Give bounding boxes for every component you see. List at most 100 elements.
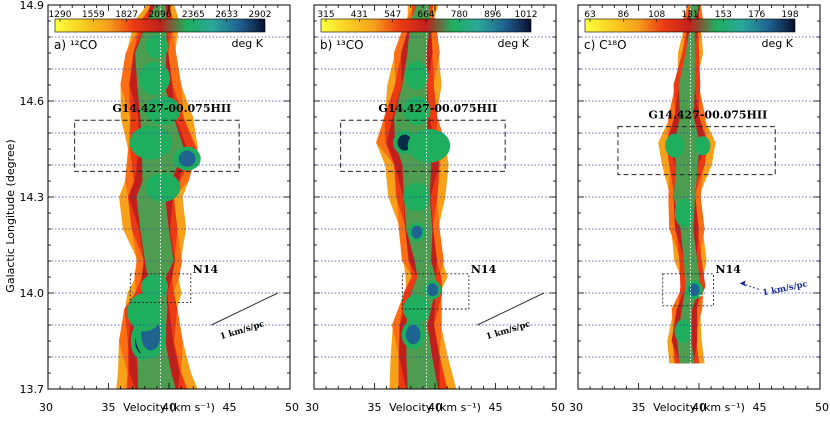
slope-label: 1 km/s/pc <box>762 279 809 298</box>
emission-contour-level <box>673 5 701 364</box>
y-tick-label: 14.9 <box>20 0 45 12</box>
colorbar-tick-label: 131 <box>681 10 698 20</box>
emission-peak <box>152 177 174 197</box>
y-axis-title: Galactic Longitude (degree) <box>4 139 17 292</box>
x-axis: 30 35 40 45 50 Velocity (km s⁻¹) <box>569 5 829 414</box>
colorbar: 1290 1559 1827 2096 2365 2633 2902 deg K <box>49 10 272 50</box>
region-box <box>74 119 240 172</box>
x-tick-label: 35 <box>368 401 382 414</box>
x-axis: 30 35 40 45 50 Velocity (km s⁻¹) <box>39 5 299 414</box>
slope-line <box>698 282 738 297</box>
clump-box <box>662 273 714 307</box>
x-tick-label: 40 <box>428 401 442 414</box>
colorbar-tick-label: 86 <box>618 10 630 20</box>
emission-peak <box>152 101 174 121</box>
colorbar-tick-label: 153 <box>715 10 732 20</box>
colorbar-tick-label: 2902 <box>249 10 272 20</box>
region-label: G14.427-00.075HII <box>112 102 231 115</box>
x-tick-label: 50 <box>815 401 829 414</box>
emission-peak <box>427 283 439 297</box>
slope-label: 1 km/s/pc <box>219 319 266 342</box>
colorbar-tick-label: 198 <box>781 10 798 20</box>
colorbar-tick-label: 176 <box>748 10 765 20</box>
x-tick-label: 50 <box>551 401 565 414</box>
region-box <box>340 119 506 172</box>
clump-label: N14 <box>471 263 497 276</box>
emission-map <box>658 5 716 364</box>
colorbar-tick-label: 63 <box>584 10 595 20</box>
panel-label: a) ¹²CO <box>54 38 97 52</box>
emission-peak <box>411 225 423 239</box>
emission-peak <box>409 65 425 85</box>
y-tick-label: 14.0 <box>20 287 45 300</box>
emission-peak <box>149 38 165 55</box>
slope-line <box>477 292 545 326</box>
clump-label: N14 <box>716 263 742 276</box>
x-tick-label: 35 <box>632 401 646 414</box>
colorbar-tick-label: 2096 <box>149 10 172 20</box>
y-axis: 13.7 14.0 14.3 14.6 14.9 <box>20 0 290 396</box>
arrow-head-icon <box>739 280 746 287</box>
colorbar-unit: deg K <box>762 37 794 50</box>
panel-label: c) C¹⁸O <box>584 38 627 52</box>
y-axis <box>578 4 820 390</box>
x-tick-label: 30 <box>569 401 583 414</box>
emission-peak <box>678 203 691 223</box>
colorbar-tick-label: 315 <box>317 10 334 20</box>
x-tick-label: 45 <box>223 401 237 414</box>
slope-line <box>211 292 279 326</box>
emission-peak <box>408 101 426 121</box>
clump-box <box>401 273 470 310</box>
colorbar-tick-label: 1290 <box>49 10 72 20</box>
colorbar-tick-label: 1012 <box>515 10 538 20</box>
emission-peak <box>133 299 156 326</box>
colorbar-tick-label: 547 <box>384 10 401 20</box>
emission-peak <box>405 325 421 345</box>
panel-C18O: 30 35 40 45 50 Velocity (km s⁻¹) 63 86 108 131 153… <box>569 4 829 414</box>
y-tick-label: 13.7 <box>20 383 45 396</box>
emission-peak <box>697 139 708 153</box>
region-box <box>617 126 776 176</box>
x-axis-label: Velocity (km s⁻¹) <box>389 401 481 414</box>
colorbar: 315 431 547 664 780 896 1012 deg K <box>317 10 537 50</box>
y-axis <box>314 4 556 390</box>
emission-peak <box>137 131 165 154</box>
y-axis-label: Galactic Longitude (degree) <box>4 139 17 292</box>
x-tick-label: 45 <box>753 401 767 414</box>
colorbar-tick-label: 664 <box>417 10 434 20</box>
colorbar-tick-label: 108 <box>648 10 665 20</box>
colorbar-tick-label: 1559 <box>82 10 105 20</box>
colorbar-tick-label: 896 <box>484 10 501 20</box>
colorbar-unit: deg K <box>232 37 264 50</box>
colorbar-tick-label: 2365 <box>182 10 205 20</box>
x-axis: 30 35 40 45 50 Velocity (km s⁻¹) <box>305 5 565 414</box>
colorbar-tick-label: 780 <box>451 10 468 20</box>
region-label: G14.427-00.075HII <box>378 102 497 115</box>
emission-peak <box>144 67 165 90</box>
clump-label: N14 <box>193 263 219 276</box>
emission-peak <box>415 134 443 157</box>
colorbar-unit: deg K <box>498 37 530 50</box>
clump-box <box>129 273 192 304</box>
panel-13CO: 30 35 40 45 50 Velocity (km s⁻¹) 315 431 547 664 7… <box>305 4 565 414</box>
x-axis-label: Velocity (km s⁻¹) <box>123 401 215 414</box>
emission-peak <box>178 150 196 167</box>
slope-pointer <box>741 282 761 291</box>
x-tick-label: 30 <box>39 401 53 414</box>
colorbar-tick-label: 431 <box>351 10 368 20</box>
region-label: G14.427-00.075HII <box>648 109 767 122</box>
x-tick-label: 45 <box>489 401 503 414</box>
emission-peak <box>677 323 689 340</box>
x-tick-label: 40 <box>692 401 706 414</box>
colorbar-tick-label: 2633 <box>215 10 238 20</box>
slope-label: 1 km/s/pc <box>485 319 532 342</box>
x-tick-label: 50 <box>285 401 299 414</box>
x-tick-label: 40 <box>162 401 176 414</box>
x-tick-label: 30 <box>305 401 319 414</box>
panel-label: b) ¹³CO <box>320 38 364 52</box>
emission-peak <box>668 137 681 154</box>
x-tick-label: 35 <box>102 401 116 414</box>
